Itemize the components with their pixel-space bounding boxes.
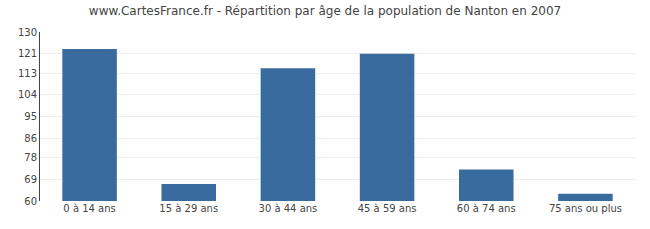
svg-text:0 à 14 ans: 0 à 14 ans <box>63 203 115 214</box>
svg-text:121: 121 <box>18 48 37 59</box>
svg-text:75 ans ou plus: 75 ans ou plus <box>549 203 622 214</box>
svg-text:78: 78 <box>24 152 37 163</box>
svg-text:www.CartesFrance.fr - Répartit: www.CartesFrance.fr - Répartition par âg… <box>89 4 561 18</box>
svg-text:69: 69 <box>24 174 37 185</box>
svg-text:45 à 59 ans: 45 à 59 ans <box>358 203 417 214</box>
svg-text:60: 60 <box>24 196 37 207</box>
svg-text:30 à 44 ans: 30 à 44 ans <box>259 203 318 214</box>
svg-text:86: 86 <box>24 133 37 144</box>
svg-text:95: 95 <box>24 111 37 122</box>
svg-text:60 à 74 ans: 60 à 74 ans <box>457 203 516 214</box>
svg-text:15 à 29 ans: 15 à 29 ans <box>159 203 218 214</box>
svg-text:104: 104 <box>18 89 37 100</box>
svg-text:113: 113 <box>18 68 37 79</box>
svg-text:130: 130 <box>18 27 37 38</box>
